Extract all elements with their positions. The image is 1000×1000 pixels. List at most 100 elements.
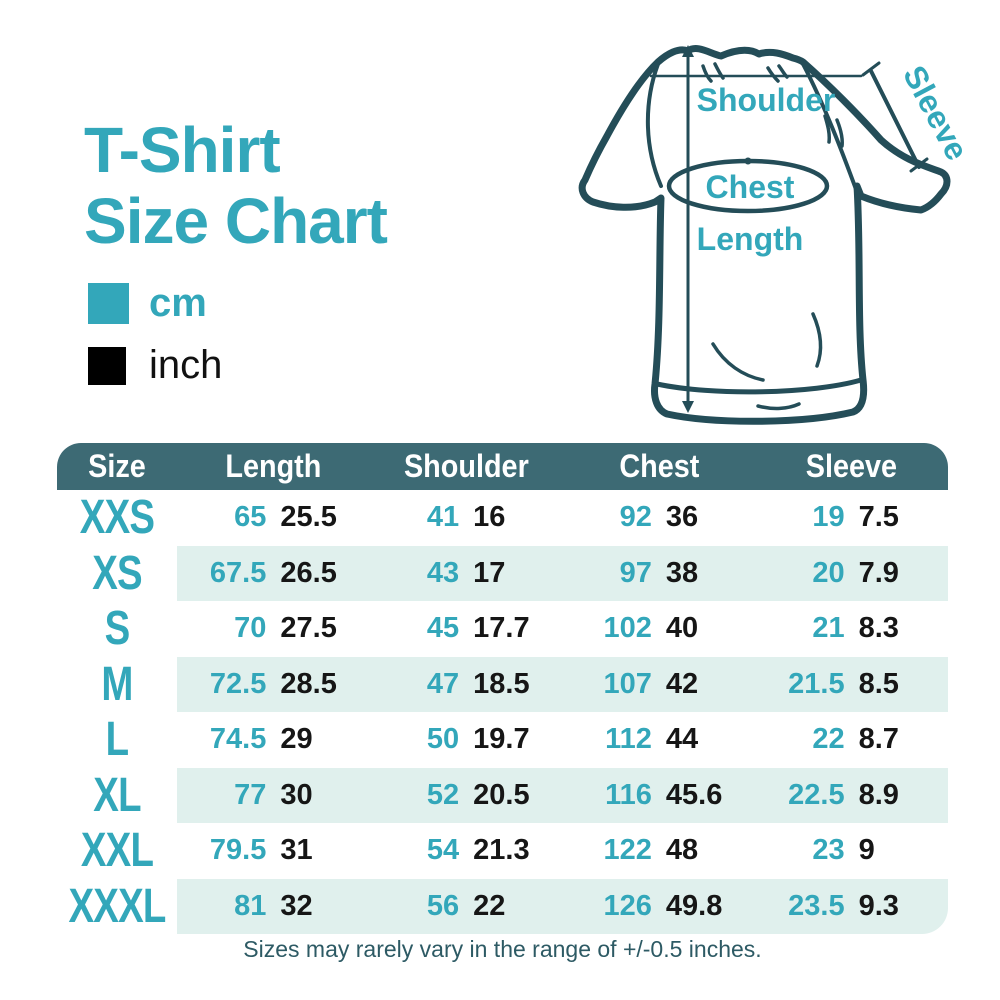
sleeve-inch-value: 8.5 xyxy=(858,667,899,700)
title-line-2: Size Chart xyxy=(84,184,388,257)
sleeve-cm-value: 23 xyxy=(812,834,845,867)
header-chest: Chest xyxy=(618,448,699,484)
chest-cm-value: 92 xyxy=(619,501,652,534)
sleeve-cell: 23 9 xyxy=(755,834,948,867)
sleeve-cell: 23.5 9.3 xyxy=(755,890,948,923)
chest-cm-value: 102 xyxy=(603,612,652,645)
row-values: 67.5 26.5 43 17 97 38 20 7.9 xyxy=(177,545,948,601)
chest-cell: 102 40 xyxy=(563,612,756,645)
size-label: M xyxy=(101,657,133,711)
row-values: 79.5 31 54 21.3 122 48 23 9 xyxy=(177,823,948,879)
sleeve-inch-value: 8.9 xyxy=(858,778,899,811)
size-disclaimer: Sizes may rarely vary in the range of +/… xyxy=(243,936,762,962)
cm-label: cm xyxy=(149,281,207,325)
chest-inch-value: 45.6 xyxy=(665,778,723,811)
chest-diagram-label: Chest xyxy=(706,169,795,205)
shoulder-cm-value: 50 xyxy=(426,723,460,756)
inch-color-swatch xyxy=(88,346,126,385)
length-diagram-label: Length xyxy=(697,221,804,257)
shoulder-inch-value: 17.7 xyxy=(473,612,530,645)
sleeve-cell: 20 7.9 xyxy=(755,557,948,590)
wrinkle-mark xyxy=(711,342,765,382)
sleeve-cm-value: 21 xyxy=(812,612,845,645)
length-cell: 72.5 28.5 xyxy=(177,668,370,701)
sleeve-diagram-label: Sleeve xyxy=(896,60,975,166)
header-size: Size xyxy=(88,448,146,484)
sleeve-cm-value: 23.5 xyxy=(788,889,845,922)
chest-measure-dot xyxy=(744,157,752,165)
legend-item-cm: cm xyxy=(88,281,222,326)
chest-cell: 116 45.6 xyxy=(563,779,756,812)
header-length: Length xyxy=(225,448,322,484)
sleeve-cm-value: 22.5 xyxy=(788,778,845,811)
chest-cell: 112 44 xyxy=(563,723,756,756)
wrinkle-mark xyxy=(811,312,823,368)
chest-inch-value: 40 xyxy=(665,612,699,645)
shoulder-inch-value: 21.3 xyxy=(473,834,530,867)
shoulder-inch-value: 17 xyxy=(473,556,506,589)
shoulder-inch-value: 20.5 xyxy=(473,778,530,811)
units-legend: cm inch xyxy=(88,281,222,405)
row-values: 81 32 56 22 126 49.8 23.5 9.3 xyxy=(177,878,948,934)
sleeve-inch-value: 9 xyxy=(858,834,875,867)
shoulder-cell: 52 20.5 xyxy=(370,779,563,812)
shoulder-cell: 54 21.3 xyxy=(370,834,563,867)
length-cell: 79.5 31 xyxy=(177,834,370,867)
tshirt-outline-shape xyxy=(578,45,951,425)
shoulder-cm-value: 41 xyxy=(426,501,460,534)
table-row-xl: XL 77 30 52 20.5 116 45.6 22.5 8.9 xyxy=(57,767,948,823)
shoulder-cell: 43 17 xyxy=(370,557,563,590)
shoulder-inch-value: 18.5 xyxy=(473,667,530,700)
length-cm-value: 81 xyxy=(234,889,267,922)
shoulder-cell: 47 18.5 xyxy=(370,668,563,701)
chest-cell: 97 38 xyxy=(563,557,756,590)
length-cm-value: 72.5 xyxy=(209,667,267,700)
sleeve-cell: 19 7.5 xyxy=(755,501,948,534)
right-sleeve-seam xyxy=(801,62,859,194)
chest-inch-value: 42 xyxy=(665,667,699,700)
chest-cell: 107 42 xyxy=(563,668,756,701)
length-inch-value: 26.5 xyxy=(280,556,337,589)
length-cell: 67.5 26.5 xyxy=(177,557,370,590)
length-cm-value: 70 xyxy=(234,612,267,645)
wrinkle-mark xyxy=(701,64,713,83)
table-row-m: M 72.5 28.5 47 18.5 107 42 21.5 8.5 xyxy=(57,656,948,712)
shoulder-cm-value: 45 xyxy=(426,612,460,645)
size-table: Size Length Shoulder Chest Sleeve XXS 65… xyxy=(57,443,948,934)
length-cell: 77 30 xyxy=(177,779,370,812)
wrinkle-mark xyxy=(823,114,831,144)
length-inch-value: 30 xyxy=(280,778,313,811)
chest-cell: 126 49.8 xyxy=(563,890,756,923)
chest-cell: 122 48 xyxy=(563,834,756,867)
table-row-s: S 70 27.5 45 17.7 102 40 21 8.3 xyxy=(57,601,948,657)
sleeve-cell: 22 8.7 xyxy=(755,723,948,756)
size-label: XXS xyxy=(79,491,155,545)
chest-cm-value: 116 xyxy=(605,778,652,811)
header-shoulder: Shoulder xyxy=(403,448,529,484)
shoulder-cm-value: 47 xyxy=(426,667,460,700)
shoulder-cell: 41 16 xyxy=(370,501,563,534)
sleeve-inch-value: 8.7 xyxy=(858,723,899,756)
wrinkle-mark xyxy=(756,402,801,411)
row-values: 77 30 52 20.5 116 45.6 22.5 8.9 xyxy=(177,767,948,823)
shoulder-inch-value: 16 xyxy=(473,501,506,534)
length-inch-value: 32 xyxy=(280,889,313,922)
sleeve-cm-value: 22 xyxy=(812,723,845,756)
shoulder-cell: 50 19.7 xyxy=(370,723,563,756)
row-values: 65 25.5 41 16 92 36 19 7.5 xyxy=(177,490,948,546)
sleeve-cell: 21 8.3 xyxy=(755,612,948,645)
shoulder-cm-value: 43 xyxy=(426,556,460,589)
chest-inch-value: 49.8 xyxy=(665,889,723,922)
chest-inch-value: 48 xyxy=(665,834,699,867)
chest-inch-value: 44 xyxy=(665,723,699,756)
table-row-l: L 74.5 29 50 19.7 112 44 22 8.7 xyxy=(57,712,948,768)
wrinkle-mark xyxy=(835,118,844,148)
page-title: T-Shirt Size Chart xyxy=(84,114,388,257)
inch-label: inch xyxy=(149,343,223,387)
length-cm-value: 67.5 xyxy=(209,556,267,589)
row-values: 72.5 28.5 47 18.5 107 42 21.5 8.5 xyxy=(177,656,948,712)
size-label: S xyxy=(104,602,131,656)
sleeve-inch-value: 7.9 xyxy=(858,556,899,589)
table-row-xxxl: XXXL 81 32 56 22 126 49.8 23.5 9.3 xyxy=(57,878,948,934)
size-label: XXXL xyxy=(68,879,166,933)
